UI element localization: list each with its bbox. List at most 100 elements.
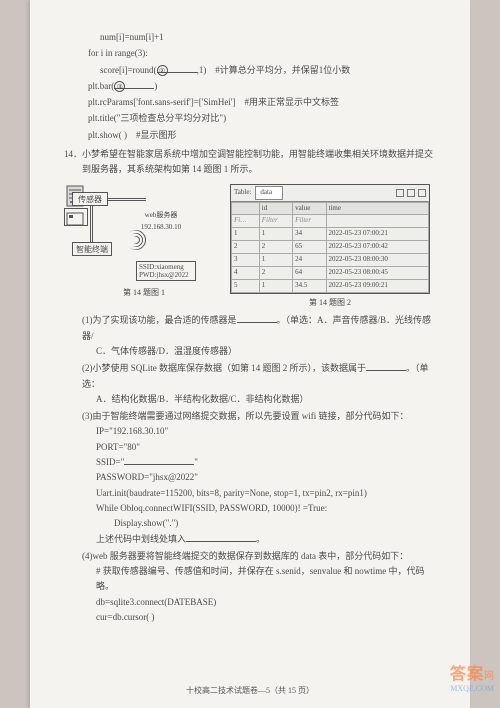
table-row: 42642022-05-23 08:00:45 [232,267,429,280]
cell: 5 [232,279,260,292]
watermark-text: 答案 [450,666,484,683]
table-header-row: id value time [232,202,429,215]
code-line: plt.show( ) #显示图形 [88,128,440,143]
table-dropdown[interactable]: data [255,186,283,200]
question-text: 到服务器，其系统架构如第 14 题图 1 所示。 [82,162,440,177]
answer-blank [366,361,406,371]
code-line: plt.title("三项检查总分平均分对比") [88,111,440,126]
part-text: 上述代码中划线处填入 [96,534,186,544]
filter-cell[interactable]: Fi… [232,215,260,228]
table-row: 11342022-05-23 07:00:21 [232,228,429,241]
cell: 1 [259,279,292,292]
code-line: num[i]=num[i]+1 [100,30,440,45]
code-line: PASSWORD="jhsx@2022" [96,470,440,485]
arrow [92,206,93,242]
blank-label-icon: ② [157,65,168,76]
cell: 4 [232,267,260,280]
part-4: (4)web 服务器要将智能终端提交的数据保存到数据库的 data 表中，部分代… [82,549,440,564]
exam-page: num[i]=num[i]+1 for i in range(3): score… [30,0,470,708]
code-line: plt.bar(③) [88,79,440,94]
code-text: SSID=" [96,457,124,467]
db-window: Table: data id value time [230,184,430,294]
watermark: 答案网 MXQE.COM [450,665,494,694]
figure-2: Table: data id value time [230,184,430,310]
filter-cell[interactable]: Filter [259,215,292,228]
system-diagram: 传感器 web服务器 192.168.30.10 智能终端 [64,184,224,284]
code-line: score[i]=round(② ,1) #计算总分平均分，并保留1位小数 [100,63,440,78]
code-text: ,1) #计算总分平均分，并保留1位小数 [197,65,351,75]
table-label: Table: [234,187,251,199]
question-number: 14． [64,149,82,159]
cell: 3 [232,254,260,267]
card-icon [64,208,88,226]
arrow [108,200,146,201]
terminal-box: 智能终端 [72,242,112,256]
cell: 24 [293,254,326,267]
part-3: (3)由于智能终端需要通过网络提交数据，所以先要设置 wifi 链接，部分代码如… [82,409,440,424]
cell: 34.5 [293,279,326,292]
part-3-answer: 上述代码中划线处填入。 [96,532,440,547]
arrow [90,206,91,242]
answer-blank [186,532,256,542]
table-row: 5134.52022-05-23 09:00:21 [232,279,429,292]
code-line: While Obloq.connectWIFI(SSID, PASSWORD, … [96,501,440,516]
code-line: cur=db.cursor( ) [96,610,440,625]
cell: 2 [259,241,292,254]
code-line: PORT="80" [96,440,440,455]
part-text: (1)为了实现该功能，最合适的传感器是 [82,315,237,325]
part-1-options: C．气体传感器/D．温湿度传感器） [96,344,440,359]
cell: 2022-05-23 08:00:45 [326,267,428,280]
cell: 1 [259,254,292,267]
arrow [108,198,146,199]
table-row: 31242022-05-23 08:00:30 [232,254,429,267]
col-value: value [293,202,326,215]
col-time: time [326,202,428,215]
code-line: SSID=" " [96,455,440,470]
code-comment: # 获取传感器编号、传感值和时间，并保存在 s.senid，senvalue 和… [96,564,440,595]
answer-blank [237,313,277,323]
top-code-block: num[i]=num[i]+1 for i in range(3): score… [100,30,440,143]
cell: 65 [293,241,326,254]
watermark-text: 网 [484,671,494,682]
tool-icon[interactable] [407,189,415,197]
blank-label-icon: ③ [114,81,125,92]
code-line: for i in range(3): [88,46,440,61]
figures-row: 传感器 web服务器 192.168.30.10 智能终端 [64,184,440,310]
filter-cell[interactable] [326,215,428,228]
blank-2: ② [157,63,197,73]
question-text: 小梦希望在智能家居系统中增加空调智能控制功能，用智能终端收集相关环境数据并提交 [82,149,433,159]
cell: 2022-05-23 09:00:21 [326,279,428,292]
cell: 2 [232,241,260,254]
blank-3: ③ [114,79,154,89]
question-14: 14．小梦希望在智能家居系统中增加空调智能控制功能，用智能终端收集相关环境数据并… [64,147,440,625]
toolbar-icons [396,189,426,197]
figure-caption: 第 14 题图 2 [230,296,430,310]
refresh-icon[interactable] [396,189,404,197]
part-2: (2)小梦使用 SQLite 数据库保存数据（如第 14 题图 2 所示），该数… [82,361,440,392]
pwd-text: PWD:jhsx@2022 [139,271,193,279]
sensor-box: 传感器 [72,192,108,206]
cell: 34 [293,228,326,241]
cell: 1 [259,228,292,241]
code-line: Display.show(".") [114,516,440,531]
code-text: " [194,457,198,467]
page-footer: 十校高二技术试题卷—5（共 15 页） [30,684,470,698]
watermark-url: MXQE.COM [450,684,494,694]
code-text: score[i]=round( [100,65,157,75]
table-row: 22652022-05-23 07:00:42 [232,241,429,254]
part-text: (2)小梦使用 SQLite 数据库保存数据（如第 14 题图 2 所示），该数… [82,363,366,373]
cell: 2022-05-23 08:00:30 [326,254,428,267]
filter-cell[interactable]: Filter [293,215,326,228]
col-id: id [259,202,292,215]
code-line: Uart.init(baudrate=115200, bits=8, parit… [96,486,440,501]
code-text: plt.bar( [88,81,114,91]
code-line: plt.rcParams['font.sans-serif']=['SimHei… [88,95,440,110]
cell: 1 [232,228,260,241]
code-line: db=sqlite3.connect(DATEBASE) [96,595,440,610]
export-icon[interactable] [418,189,426,197]
part-2-options: A．结构化数据/B．半结构化数据/C．非结构化数据） [96,392,440,407]
ssid-text: SSID:xiaomeng [139,263,193,271]
code-line: IP="192.168.30.10" [96,424,440,439]
cell: 2022-05-23 07:00:42 [326,241,428,254]
ssid-box: SSID:xiaomeng PWD:jhsx@2022 [136,261,196,282]
